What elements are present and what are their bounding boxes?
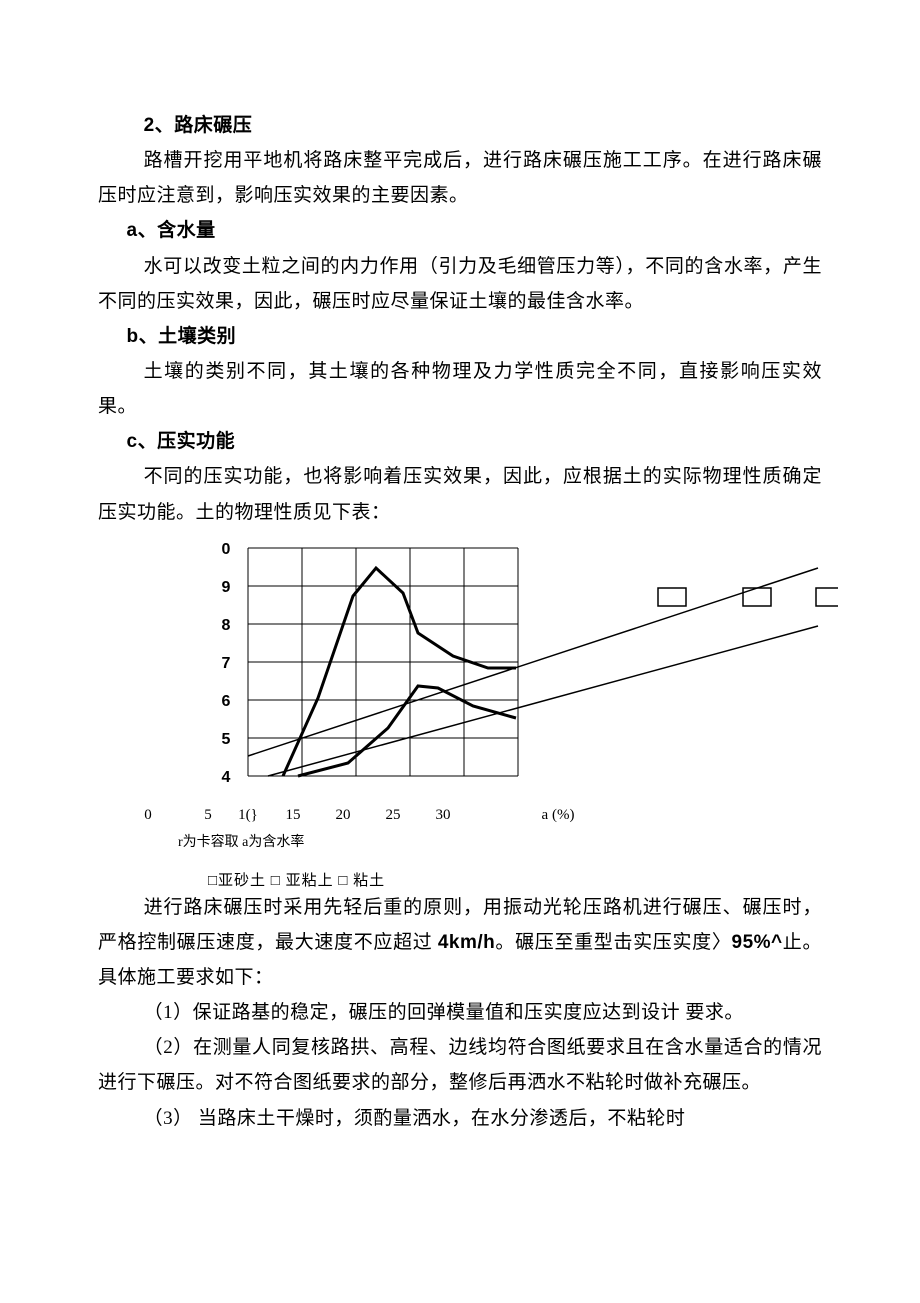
t: 。碾压至重型击实压实度〉 bbox=[495, 932, 731, 953]
s2-c-body: 不同的压实功能，也将影响着压实效果，因此，应根据土的实际物理性质确定压实功能。土… bbox=[98, 459, 822, 529]
page: 2、路床碾压 路槽开挖用平地机将路床整平完成后，进行路床碾压施工工序。在进行路床… bbox=[0, 0, 920, 1303]
lead-c: c bbox=[127, 431, 138, 452]
chart-legend: □亚砂土 □ 亚粘上 □ 粘土 bbox=[118, 869, 838, 890]
s2-c-title: c、压实功能 bbox=[98, 424, 822, 459]
section-2-title: 2、路床碾压 bbox=[98, 108, 822, 143]
speed-limit: 4km/h bbox=[438, 932, 495, 953]
svg-text:7: 7 bbox=[222, 655, 231, 672]
after-item-1: （1）保证路基的稳定，碾压的回弹模量值和压实度应达到设计 要求。 bbox=[98, 995, 822, 1030]
chart-footnote: r为卡容取 a为含水率 bbox=[118, 831, 838, 851]
after-p1: 进行路床碾压时采用先轻后重的原则，用振动光轮压路机进行碾压、碾压时，严格控制碾压… bbox=[98, 890, 822, 995]
title-text: 路床碾压 bbox=[174, 115, 252, 136]
s2-a-body: 水可以改变土粒之间的内力作用（引力及毛细管压力等），不同的含水率，产生不同的压实… bbox=[98, 249, 822, 319]
compaction-chart: 0 9 8 7 6 5 4 bbox=[118, 538, 838, 798]
after-item-3: （3） 当路床土干燥时，须酌量洒水，在水分渗透后，不粘轮时 bbox=[98, 1101, 822, 1136]
a-title-text: 含水量 bbox=[157, 220, 216, 241]
sep: 、 bbox=[138, 431, 158, 452]
svg-text:4: 4 bbox=[222, 769, 231, 786]
s2-b-title: b、土壤类别 bbox=[98, 319, 822, 354]
x-tick-label: 15 bbox=[286, 807, 301, 824]
chart-block: 0 9 8 7 6 5 4 0 5 1(} 15 20 25 30 a (%) r为卡容取 a为含水率 □… bbox=[98, 538, 838, 890]
sep: 、 bbox=[139, 326, 159, 347]
sep: 、 bbox=[138, 220, 158, 241]
x-tick-label: 30 bbox=[436, 807, 451, 824]
lead-a: a bbox=[127, 220, 138, 241]
x-tick-label: a (%) bbox=[542, 807, 575, 824]
num: 2 bbox=[144, 115, 155, 136]
x-tick-label: 5 bbox=[204, 807, 212, 824]
svg-text:0: 0 bbox=[222, 541, 231, 558]
x-tick-label: 20 bbox=[336, 807, 351, 824]
compaction-ratio: 95%^ bbox=[732, 932, 783, 953]
b-title-text: 土壤类别 bbox=[158, 326, 236, 347]
svg-text:8: 8 bbox=[222, 617, 231, 634]
svg-text:9: 9 bbox=[222, 579, 231, 596]
x-tick-label: 0 bbox=[144, 807, 152, 824]
s2-b-body: 土壤的类别不同，其土壤的各种物理及力学性质完全不同，直接影响压实效果。 bbox=[98, 354, 822, 424]
svg-text:6: 6 bbox=[222, 693, 231, 710]
sep: 、 bbox=[155, 115, 175, 136]
c-title-text: 压实功能 bbox=[157, 431, 235, 452]
x-tick-label: 1(} bbox=[238, 807, 258, 824]
x-axis-labels: 0 5 1(} 15 20 25 30 a (%) bbox=[118, 807, 838, 827]
s2-p1: 路槽开挖用平地机将路床整平完成后，进行路床碾压施工工序。在进行路床碾压时应注意到… bbox=[98, 143, 822, 213]
s2-a-title: a、含水量 bbox=[98, 213, 822, 248]
svg-text:5: 5 bbox=[222, 731, 231, 748]
x-tick-label: 25 bbox=[386, 807, 401, 824]
lead-b: b bbox=[127, 326, 139, 347]
after-item-2: （2）在测量人同复核路拱、高程、边线均符合图纸要求且在含水量适合的情况进行下碾压… bbox=[98, 1030, 822, 1100]
